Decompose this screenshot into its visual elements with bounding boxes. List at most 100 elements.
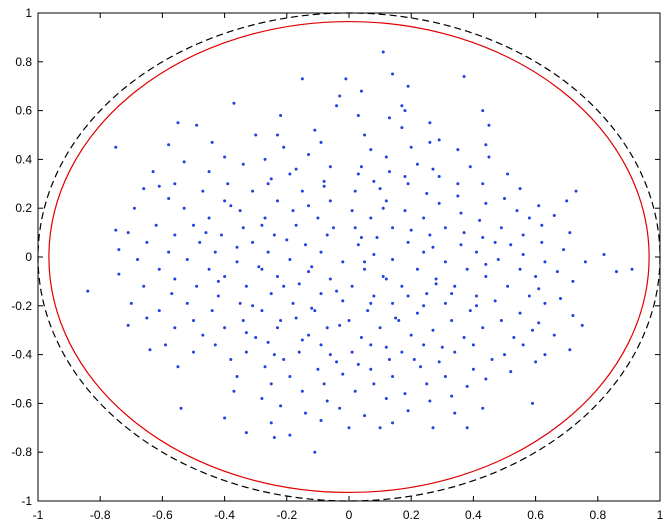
data-point [145,240,149,244]
data-point [195,284,199,288]
data-point [260,267,264,271]
data-point [213,250,217,254]
data-point [235,245,239,249]
data-point [207,216,211,220]
data-point [363,260,367,264]
data-point [269,177,273,181]
data-point [257,265,261,269]
x-tick-label: 0.6 [527,508,544,522]
data-point [475,250,479,254]
data-point [154,223,158,227]
data-point [565,199,569,203]
data-point [176,121,180,125]
data-point [129,301,133,305]
x-tick-label: 0.4 [465,508,482,522]
data-point [512,336,516,340]
data-point [195,123,199,127]
data-point [471,367,475,371]
data-point [443,301,447,305]
data-point [369,148,373,152]
data-point [300,77,304,81]
data-point [406,409,410,413]
data-point [173,326,177,330]
data-point [431,426,435,430]
data-point [484,377,488,381]
x-axis: -1 -0.8 -0.6 -0.4 -0.2 0 0.2 0.4 0.6 0.8 1 [33,13,664,522]
data-point [279,404,283,408]
data-point [275,275,279,279]
data-point [462,336,466,340]
data-point [148,348,152,352]
data-point [151,170,155,174]
data-point [434,277,438,281]
data-point [428,121,432,125]
data-point [487,123,491,127]
data-point [481,235,485,239]
data-point [422,216,426,220]
data-point [235,375,239,379]
data-point [192,318,195,322]
y-tick-label: 1 [25,6,32,20]
data-point [391,72,395,76]
data-point [509,243,513,247]
data-point [515,209,519,213]
data-point [484,143,488,147]
data-point [325,326,329,330]
data-point [359,336,363,340]
data-point [443,375,447,379]
data-point [145,316,149,320]
data-point [400,126,404,130]
data-point [372,253,376,257]
data-point [356,113,360,117]
data-point [341,299,345,303]
data-point [428,233,432,237]
data-point [291,301,295,305]
data-point [440,345,444,349]
data-point [518,311,522,315]
data-point [400,104,404,108]
data-point [459,211,463,215]
data-point [269,382,273,386]
data-point [453,350,457,354]
data-point [527,294,531,298]
data-point [126,231,130,235]
data-point [484,201,488,205]
data-point [275,326,279,330]
data-point [207,170,211,174]
data-point [328,353,332,357]
data-point [372,294,376,298]
data-point [356,362,360,366]
data-point [412,357,416,361]
data-point [347,426,351,430]
data-point [260,223,264,227]
data-point [481,326,485,330]
data-point [322,179,326,183]
data-point [630,267,634,271]
data-point [279,113,283,117]
data-point [450,318,454,322]
y-axis: 1 0.8 0.6 0.4 0.2 0 -0.2 -0.4 -0.6 -0.8 -1 [11,6,660,508]
data-point [114,228,118,232]
data-point [431,167,435,171]
y-tick-label: -1 [21,494,32,508]
data-point [313,450,317,454]
data-point [431,245,435,249]
data-point [182,160,186,164]
data-point [415,162,419,166]
data-point [192,350,195,354]
data-point [288,257,292,261]
data-point [503,196,506,200]
data-point [167,143,171,147]
data-point [210,309,214,313]
data-point [238,301,242,305]
data-point [387,170,391,174]
data-point [384,155,388,159]
data-point [406,84,410,88]
data-point [428,140,432,144]
data-point [241,318,245,322]
data-point [307,153,311,157]
data-point [384,277,388,281]
data-point [378,326,382,330]
y-tick-label: -0.2 [11,299,32,313]
data-point [403,109,407,113]
